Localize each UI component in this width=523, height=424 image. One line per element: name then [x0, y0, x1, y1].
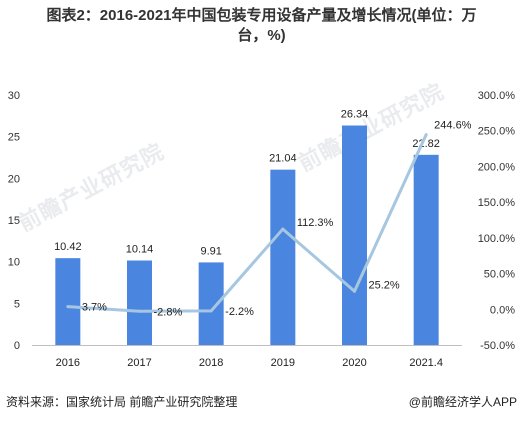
growth-point: [281, 227, 285, 231]
y-left-tick-label: 15: [8, 215, 20, 227]
y-right-tick-label: 50.0%: [484, 269, 515, 281]
growth-value-label: -2.8%: [154, 306, 183, 318]
y-left-tick-label: 25: [8, 132, 20, 144]
bar: [127, 260, 152, 345]
bar-value-label: 10.14: [126, 244, 154, 256]
x-tick-label: 2018: [199, 357, 223, 369]
bar-value-label: 26.34: [341, 109, 369, 121]
growth-line: [67, 133, 428, 313]
bar: [413, 154, 439, 345]
y-right-tick-label: 300.0%: [478, 90, 516, 102]
y-left-tick-label: 30: [8, 90, 20, 102]
growth-value-label: 112.3%: [297, 217, 334, 229]
y-left-tick-label: 5: [14, 298, 20, 310]
x-tick-label: 2020: [342, 357, 366, 369]
y-left-tick-label: 20: [8, 173, 20, 185]
chart-title: 图表2：2016-2021年中国包装专用设备产量及增长情况(单位：万 台，%): [0, 6, 523, 46]
growth-value-label: 244.6%: [434, 120, 472, 132]
y-right-tick-label: -50.0%: [480, 340, 515, 352]
growth-value-label: 3.7%: [82, 302, 107, 314]
chart-title-line2: 台，%): [237, 27, 286, 44]
bar: [55, 258, 81, 345]
growth-point: [66, 305, 70, 309]
chart-title-line1: 图表2：2016-2021年中国包装专用设备产量及增长情况(单位：万: [46, 7, 477, 24]
y-left-tick-label: 10: [8, 257, 20, 269]
bar: [198, 262, 224, 345]
y-right-tick-label: 200.0%: [478, 161, 516, 173]
bar-value-label: 9.91: [200, 245, 221, 257]
growth-value-label: 25.2%: [369, 279, 400, 291]
y-right-tick-label: 150.0%: [478, 197, 516, 209]
bar: [342, 125, 367, 345]
bar-value-label: 10.42: [54, 241, 82, 253]
source-note: 资料来源：国家统计局 前瞻产业研究院整理: [6, 395, 238, 409]
bar-value-label: 22.82: [412, 138, 440, 150]
y-right-tick-label: 0.0%: [490, 304, 515, 316]
bar: [270, 169, 296, 345]
growth-point: [209, 309, 213, 313]
y-right-tick-label: 250.0%: [478, 126, 516, 138]
growth-point: [138, 309, 141, 313]
x-tick-label: 2016: [56, 357, 80, 369]
x-tick-label: 2017: [127, 357, 151, 369]
growth-value-label: -2.2%: [225, 306, 254, 318]
y-left-tick-label: 0: [14, 340, 20, 352]
brand-credit: @前瞻经济学人APP: [408, 395, 517, 409]
bar-value-label: 21.04: [269, 153, 297, 165]
y-right-tick-label: 100.0%: [478, 233, 516, 245]
growth-point: [353, 289, 356, 293]
growth-point: [424, 133, 428, 137]
x-tick-label: 2019: [271, 357, 295, 369]
x-tick-label: 2021.4: [409, 357, 443, 369]
